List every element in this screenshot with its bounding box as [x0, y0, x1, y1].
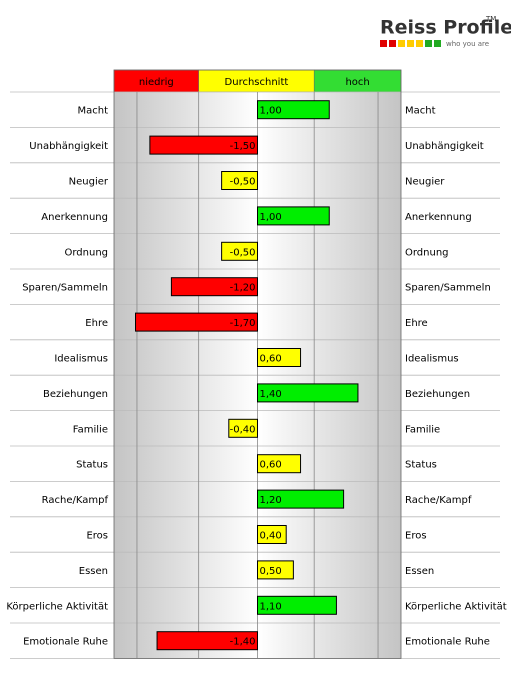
logo-title: Reiss Profile — [380, 17, 511, 39]
bar — [257, 489, 345, 509]
bar — [257, 595, 337, 615]
y-tick-label: Beziehungen — [43, 389, 108, 400]
bar — [257, 383, 359, 403]
y-tick-label: Emotionale Ruhe — [23, 637, 108, 648]
logo-square — [416, 40, 423, 47]
y-tick-label: Anerkennung — [41, 212, 108, 223]
y-tick-label-right: Ordnung — [405, 247, 449, 258]
y-tick-label-right: Status — [405, 460, 437, 471]
value-label: 1,00 — [260, 106, 282, 117]
y-tick-label-right: Rache/Kampf — [405, 495, 472, 506]
logo-square — [398, 40, 405, 47]
band-label: hoch — [345, 77, 369, 88]
logo-square — [434, 40, 441, 47]
y-tick-label-right: Ehre — [405, 318, 428, 329]
bar — [257, 206, 330, 226]
logo-square — [425, 40, 432, 47]
bar — [257, 100, 330, 120]
bar — [257, 348, 302, 367]
bar — [221, 241, 258, 261]
y-tick-label: Unabhängigkeit — [29, 141, 108, 152]
y-tick-label-right: Macht — [405, 106, 436, 117]
logo-tagline: who you are — [446, 40, 489, 48]
y-tick-label: Rache/Kampf — [42, 495, 109, 506]
bar — [228, 418, 259, 438]
y-tick-label: Neugier — [69, 177, 109, 188]
value-label: -1,50 — [230, 141, 256, 152]
y-tick-label-right: Familie — [405, 424, 440, 435]
y-tick-label: Sparen/Sammeln — [22, 283, 108, 294]
value-label: 1,00 — [260, 212, 282, 223]
bar — [257, 560, 294, 580]
y-tick-label: Essen — [79, 566, 108, 577]
bar — [257, 454, 302, 474]
bar — [221, 171, 258, 190]
value-label: -1,40 — [230, 637, 256, 648]
y-tick-label: Familie — [73, 424, 108, 435]
logo-mark: TM — [485, 15, 496, 23]
y-tick-label: Macht — [77, 106, 108, 117]
value-label: 1,40 — [260, 389, 282, 400]
value-label: 0,60 — [260, 354, 282, 365]
y-tick-label-right: Emotionale Ruhe — [405, 637, 490, 648]
y-tick-label: Status — [76, 460, 108, 471]
y-tick-label: Ehre — [85, 318, 108, 329]
y-tick-label-right: Idealismus — [405, 354, 459, 365]
logo-square — [389, 40, 396, 47]
logo-square — [380, 40, 387, 47]
value-label: 1,10 — [260, 601, 282, 612]
value-label: -1,70 — [230, 318, 256, 329]
y-tick-label-right: Beziehungen — [405, 389, 470, 400]
value-label: 0,50 — [260, 566, 282, 577]
y-tick-label: Eros — [86, 531, 108, 542]
value-label: -1,20 — [230, 283, 256, 294]
band-label: niedrig — [139, 77, 174, 88]
y-tick-label-right: Unabhängigkeit — [405, 141, 484, 152]
y-tick-label-right: Sparen/Sammeln — [405, 283, 491, 294]
value-label: -0,40 — [230, 424, 256, 435]
y-tick-label: Idealismus — [54, 354, 108, 365]
bar — [257, 525, 287, 544]
bar — [170, 277, 258, 297]
bar — [149, 135, 258, 155]
logo-square — [407, 40, 414, 47]
value-label: 0,60 — [260, 460, 282, 471]
value-label: -0,50 — [230, 177, 256, 188]
y-tick-label: Ordnung — [64, 247, 108, 258]
value-label: 1,20 — [260, 495, 282, 506]
band-label: Durchschnitt — [225, 77, 289, 88]
plot-frame — [113, 69, 402, 659]
logo: Reiss Profile TM who you are — [380, 15, 511, 48]
y-tick-label-right: Neugier — [405, 177, 445, 188]
y-tick-label-right: Eros — [405, 531, 427, 542]
value-label: 0,40 — [260, 531, 282, 542]
y-tick-label-right: Körperliche Aktivität — [405, 601, 507, 612]
y-tick-label: Körperliche Aktivität — [6, 601, 108, 612]
value-label: -0,50 — [230, 247, 256, 258]
bar — [156, 631, 258, 651]
y-tick-label-right: Essen — [405, 566, 434, 577]
y-tick-label-right: Anerkennung — [405, 212, 472, 223]
bar — [135, 312, 258, 332]
